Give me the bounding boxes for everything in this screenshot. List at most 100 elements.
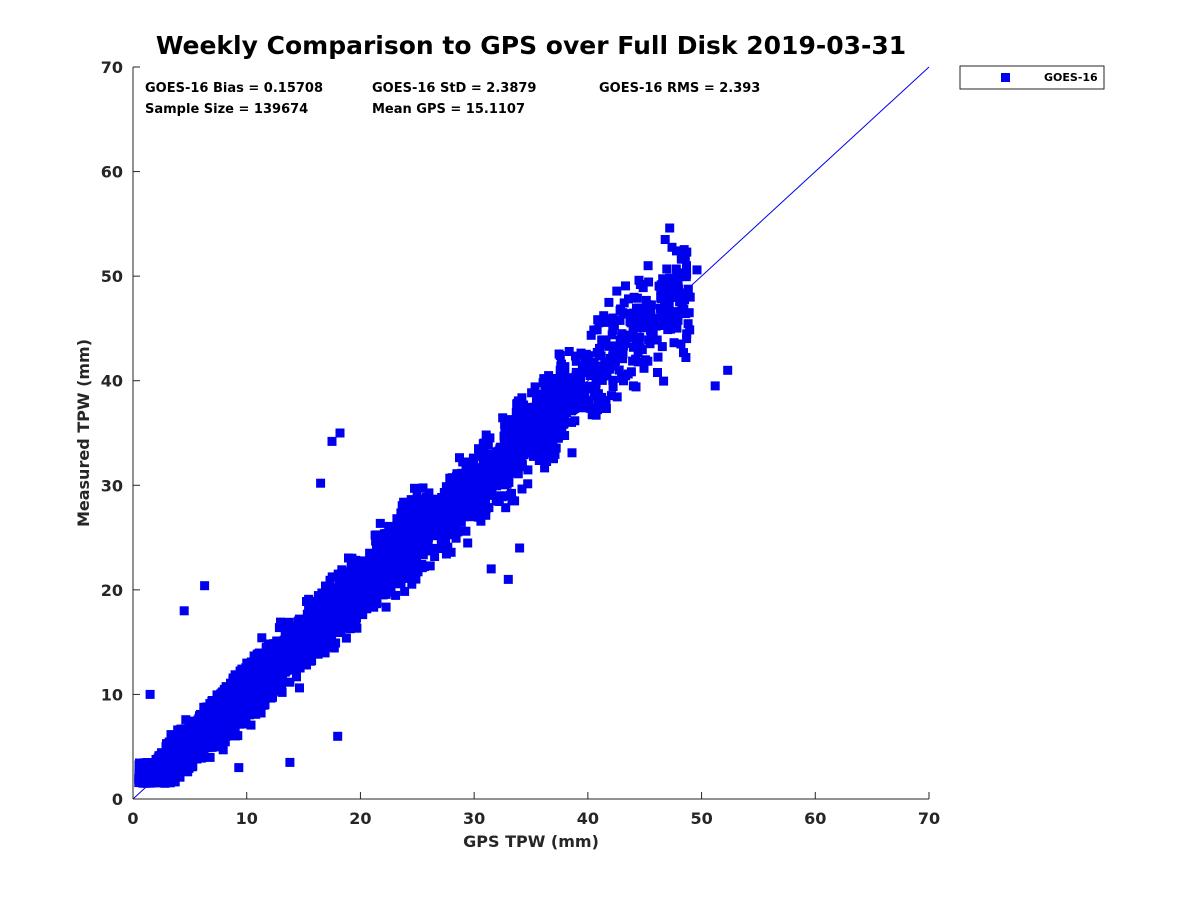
data-point <box>392 514 402 524</box>
data-point <box>254 649 264 659</box>
data-point <box>663 314 672 324</box>
data-point <box>285 656 295 666</box>
data-point <box>505 490 515 500</box>
data-point <box>510 496 520 506</box>
data-point <box>522 434 532 443</box>
data-point <box>617 353 626 363</box>
data-point <box>633 357 643 367</box>
data-point <box>466 471 476 481</box>
data-point <box>608 382 618 392</box>
data-point <box>534 390 544 400</box>
data-point <box>323 595 333 605</box>
data-point <box>381 541 391 551</box>
data-point <box>541 401 551 411</box>
data-point <box>494 497 504 506</box>
data-point <box>314 636 323 645</box>
data-point <box>425 561 435 571</box>
data-point <box>321 581 330 591</box>
data-point <box>535 451 545 461</box>
data-point <box>313 618 323 628</box>
data-point <box>492 468 502 478</box>
data-point <box>510 448 520 458</box>
data-point <box>187 755 197 765</box>
data-point <box>591 385 601 395</box>
data-point <box>418 501 428 511</box>
data-point <box>434 496 444 506</box>
data-point <box>463 538 473 548</box>
data-point <box>535 443 544 453</box>
data-point <box>442 528 452 538</box>
data-point <box>241 719 251 729</box>
data-point <box>504 426 514 436</box>
data-point <box>476 516 486 526</box>
data-point <box>437 532 447 542</box>
data-point <box>199 739 209 749</box>
data-point <box>333 624 343 634</box>
data-point <box>284 617 294 627</box>
data-point <box>276 617 285 627</box>
data-point <box>523 440 533 450</box>
data-point <box>676 339 686 349</box>
data-point <box>373 559 383 569</box>
data-point <box>350 573 359 582</box>
data-point <box>645 339 655 349</box>
data-point <box>633 348 643 358</box>
data-point <box>677 288 687 298</box>
data-point <box>621 281 630 291</box>
data-point <box>683 319 693 329</box>
data-point <box>571 402 581 412</box>
data-point <box>591 410 601 420</box>
data-point <box>485 433 495 443</box>
data-point <box>648 313 658 323</box>
data-point <box>531 402 541 412</box>
data-point <box>607 391 616 401</box>
data-point <box>541 394 551 404</box>
data-point <box>593 315 603 325</box>
data-point <box>604 297 614 307</box>
data-point <box>228 673 238 683</box>
data-point <box>306 626 316 636</box>
data-point <box>185 721 195 731</box>
data-point <box>270 682 280 691</box>
data-point <box>157 748 167 758</box>
data-point <box>610 356 620 366</box>
data-point <box>582 351 592 361</box>
data-point <box>599 363 609 373</box>
data-point <box>519 400 529 410</box>
data-point <box>668 279 678 289</box>
data-point <box>384 521 394 531</box>
data-point <box>525 405 535 414</box>
data-point <box>410 483 419 493</box>
data-point <box>207 735 217 745</box>
data-point <box>155 753 165 763</box>
data-point <box>568 386 578 396</box>
data-point <box>628 308 638 318</box>
data-point <box>236 680 246 690</box>
data-point <box>350 578 360 588</box>
data-point <box>584 395 594 405</box>
data-point <box>457 468 467 478</box>
data-point <box>257 633 267 643</box>
data-point <box>593 405 602 415</box>
data-point <box>405 552 415 562</box>
data-point <box>323 640 333 650</box>
data-point <box>441 512 451 522</box>
data-point <box>640 355 650 365</box>
data-point <box>497 492 507 502</box>
data-point <box>314 626 324 636</box>
data-point <box>523 479 533 489</box>
data-point <box>455 453 464 463</box>
data-point <box>608 375 618 385</box>
data-point <box>362 592 372 602</box>
data-point <box>429 530 439 540</box>
data-point <box>639 363 649 373</box>
data-point <box>585 403 595 413</box>
data-point <box>181 750 191 759</box>
data-point <box>410 515 420 525</box>
data-point <box>164 737 174 747</box>
data-point <box>614 365 624 375</box>
data-point <box>456 517 466 527</box>
data-point <box>467 491 477 501</box>
data-point <box>246 720 256 730</box>
data-point <box>347 567 357 576</box>
